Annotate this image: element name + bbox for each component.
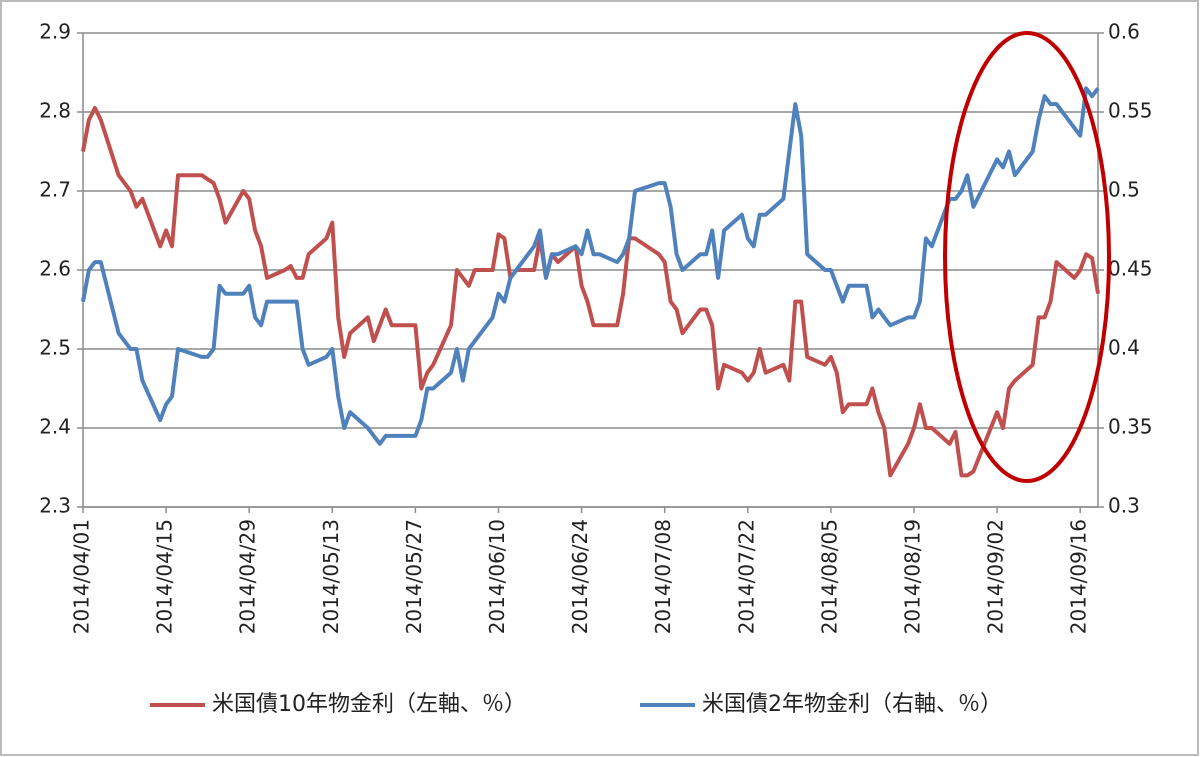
x-tick-label: 2014/05/13	[319, 519, 343, 634]
y-tick-label: 2.7	[39, 178, 71, 202]
data-line	[81, 106, 1100, 478]
legend-label: 米国債2年物金利（右軸、％）	[702, 692, 1002, 717]
x-tick-label: 2014/04/29	[236, 519, 260, 634]
x-tick-label: 2014/04/01	[70, 519, 94, 634]
x-tick-label: 2014/04/15	[153, 519, 177, 634]
x-tick-label: 2014/09/02	[984, 519, 1008, 634]
x-tick-label: 2014/07/22	[734, 519, 758, 634]
y2-tick-label: 0.5	[1108, 178, 1140, 202]
x-tick-label: 2014/05/27	[402, 519, 426, 634]
y-tick-label: 2.3	[39, 494, 71, 518]
x-tick-label: 2014/06/24	[568, 519, 592, 634]
highlight-ellipse	[943, 31, 1111, 483]
y2-tick-label: 0.45	[1108, 257, 1153, 281]
x-tick-label: 2014/08/19	[900, 519, 924, 634]
x-tick-label: 2014/08/05	[817, 519, 841, 634]
y-tick-label: 2.4	[39, 415, 71, 439]
data-line	[81, 86, 1100, 446]
y2-tick-label: 0.4	[1108, 336, 1140, 360]
x-tick-label: 2014/09/16	[1067, 519, 1091, 634]
y-tick-label: 2.5	[39, 336, 71, 360]
plot-area: 2.3 2.4 2.5 2.6 2.7 2.8 2.9 0.3 0.35 0.4 0.45 0.5 0.…	[39, 20, 1152, 718]
x-tick-label: 2014/07/08	[651, 519, 675, 634]
y2-tick-label: 0.55	[1108, 99, 1153, 123]
y2-tick-label: 0.35	[1108, 415, 1153, 439]
y2-tick-label: 0.6	[1108, 20, 1140, 44]
y-tick-label: 2.8	[39, 99, 71, 123]
legend-label: 米国債10年物金利（左軸、％）	[212, 692, 526, 717]
y-tick-label: 2.9	[39, 20, 71, 44]
y2-tick-label: 0.3	[1108, 494, 1140, 518]
y-tick-label: 2.6	[39, 257, 71, 281]
x-tick-label: 2014/06/10	[485, 519, 509, 634]
